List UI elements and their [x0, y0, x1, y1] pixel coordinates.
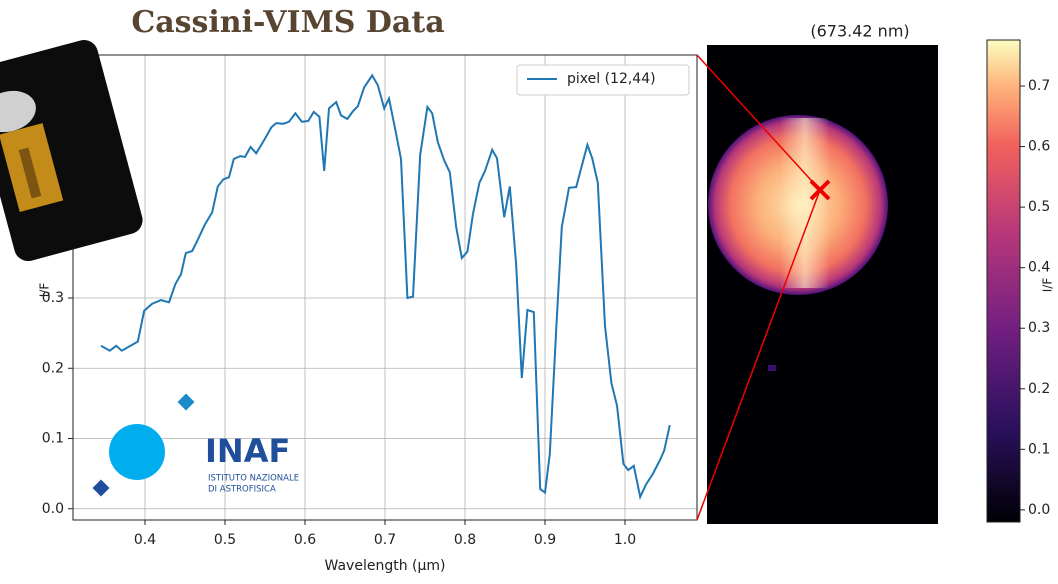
x-tick-label: 0.5	[214, 532, 236, 548]
y-tick-label: 0.1	[42, 431, 64, 447]
colorbar-tick-label: 0.3	[1028, 320, 1050, 336]
colorbar-tick-label: 0.7	[1028, 78, 1050, 94]
logo-diamond	[177, 393, 195, 411]
logo-line: ISTITUTO NAZIONALE	[208, 474, 299, 484]
logo-diamond	[92, 479, 110, 497]
cassini-picture	[0, 39, 143, 262]
x-axis-label: Wavelength (μm)	[325, 558, 446, 574]
colorbar	[986, 39, 1021, 523]
colorbar-tick-label: 0.0	[1028, 502, 1050, 518]
y-tick-label: 0.0	[42, 501, 64, 517]
legend-label: pixel (12,44)	[567, 71, 656, 87]
colorbar-tick-label: 0.6	[1028, 139, 1050, 155]
logo-line: DI ASTROFISICA	[208, 485, 276, 495]
antenna	[0, 90, 36, 133]
image-title: (673.42 nm)	[810, 22, 909, 41]
logo: INAF ISTITUTO NAZIONALE DI ASTROFISICA	[92, 393, 299, 497]
y-axis-label: I/F	[38, 283, 52, 298]
x-tick-label: 0.4	[134, 532, 156, 548]
colorbar-label: I/F	[1041, 278, 1055, 293]
x-tick-label: 0.8	[454, 532, 476, 548]
colorbar-tick-label: 0.1	[1028, 441, 1050, 457]
legend-box	[516, 64, 690, 96]
data-line	[100, 73, 671, 500]
colorbar-tick-label: 0.4	[1028, 260, 1050, 276]
spacecraft-detail	[18, 147, 42, 199]
colorbar-tick-label: 0.5	[1028, 199, 1050, 215]
plot-frame	[72, 54, 698, 521]
x-tick-label: 0.7	[374, 532, 396, 548]
x-tick-label: 0.6	[294, 532, 316, 548]
x-tick-label: 1.0	[614, 532, 636, 548]
pixel	[768, 365, 776, 371]
y-tick-label: 0.2	[42, 360, 64, 376]
pixel-marker	[809, 179, 831, 201]
pointer-line	[696, 54, 821, 191]
y-tick-label: 0.3	[42, 290, 64, 306]
page-title: Cassini-VIMS Data	[131, 5, 444, 40]
x-tick-label: 0.9	[534, 532, 556, 548]
pointer-line	[696, 189, 821, 521]
logo-name: INAF	[205, 432, 290, 470]
planet-band	[780, 118, 830, 288]
logo-circle	[109, 424, 165, 480]
colorbar-tick-label: 0.2	[1028, 381, 1050, 397]
